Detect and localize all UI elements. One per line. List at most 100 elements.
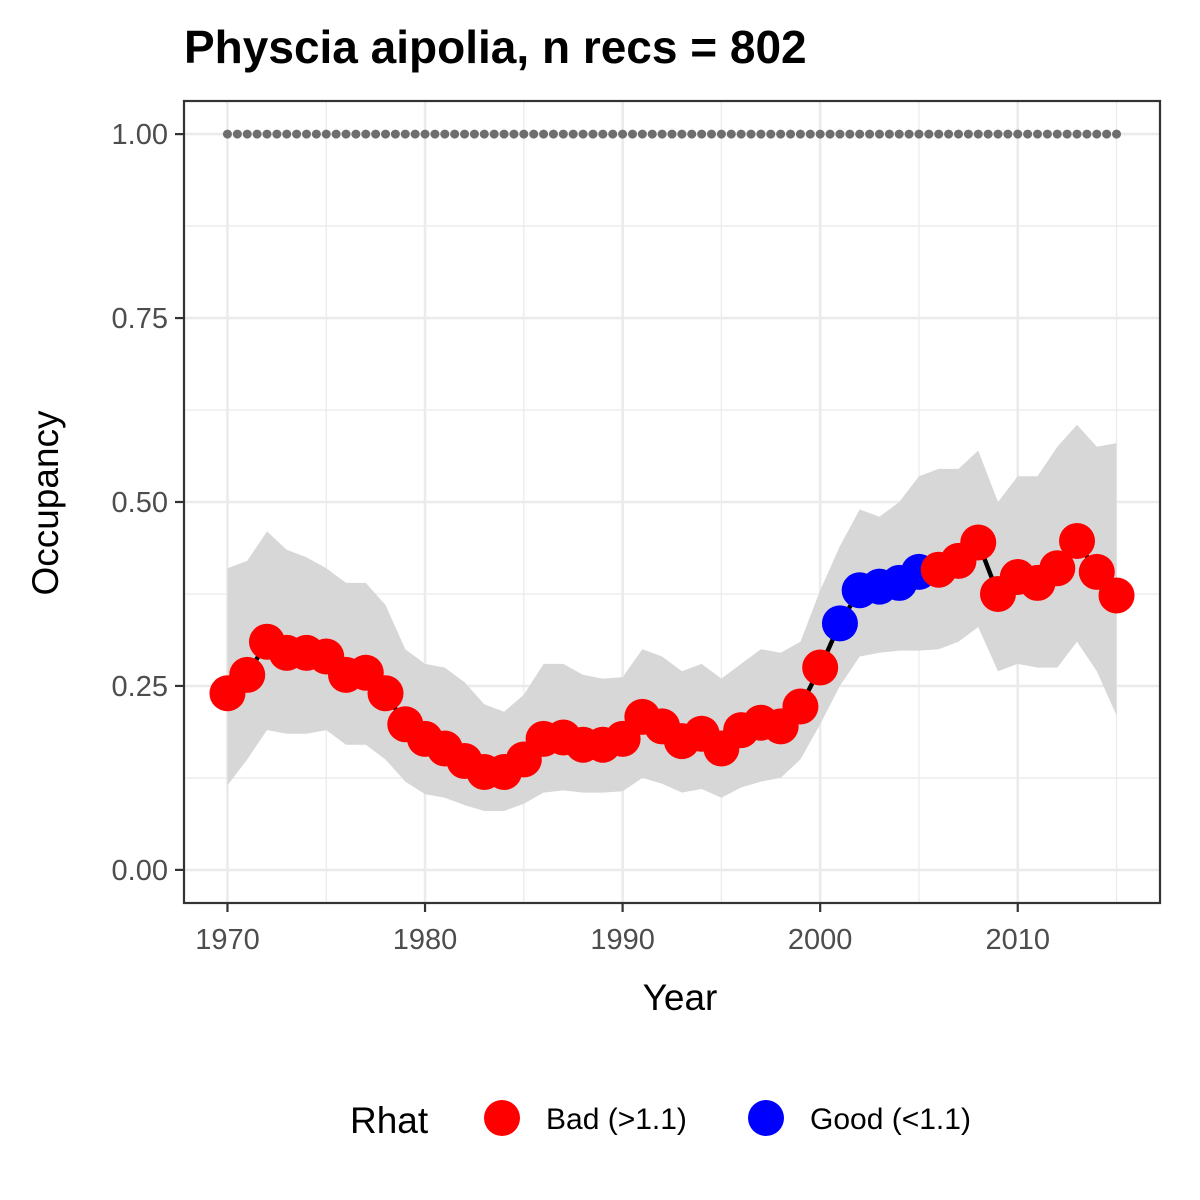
reference-dot — [984, 130, 993, 139]
reference-dot — [944, 130, 953, 139]
x-tick-label: 2000 — [788, 924, 853, 956]
reference-dot — [342, 130, 351, 139]
reference-dot — [500, 130, 509, 139]
reference-dot — [430, 130, 439, 139]
reference-dot — [845, 130, 854, 139]
reference-dot — [598, 130, 607, 139]
reference-dot — [1013, 130, 1022, 139]
y-tick-label: 0.75 — [112, 303, 168, 335]
reference-dot — [243, 130, 252, 139]
reference-dot — [559, 130, 568, 139]
reference-dot — [826, 130, 835, 139]
reference-dot — [707, 130, 716, 139]
reference-dot — [1023, 130, 1032, 139]
legend-key-good — [748, 1100, 784, 1136]
reference-dot — [262, 130, 271, 139]
reference-dot — [974, 130, 983, 139]
legend-label-bad: Bad (>1.1) — [546, 1103, 687, 1136]
reference-dot — [1112, 130, 1121, 139]
reference-dot — [618, 130, 627, 139]
reference-dot — [1003, 130, 1012, 139]
reference-dot — [253, 130, 262, 139]
reference-dot — [806, 130, 815, 139]
data-point — [822, 605, 858, 641]
reference-dot — [1063, 130, 1072, 139]
reference-dot — [519, 130, 528, 139]
reference-dot — [490, 130, 499, 139]
reference-dot — [1102, 130, 1111, 139]
reference-dot — [747, 130, 756, 139]
reference-dot — [993, 130, 1002, 139]
legend-key-bad — [484, 1100, 520, 1136]
reference-dot — [460, 130, 469, 139]
reference-dot — [964, 130, 973, 139]
reference-dot — [302, 130, 311, 139]
data-point — [368, 675, 404, 711]
reference-dot — [401, 130, 410, 139]
y-tick-label: 1.00 — [112, 119, 168, 151]
reference-dot — [1092, 130, 1101, 139]
chart-title: Physcia aipolia, n recs = 802 — [184, 21, 807, 73]
reference-dot — [588, 130, 597, 139]
reference-dot — [776, 130, 785, 139]
reference-dot — [905, 130, 914, 139]
reference-dot — [292, 130, 301, 139]
data-point — [1099, 577, 1135, 613]
reference-dot — [470, 130, 479, 139]
reference-dot — [677, 130, 686, 139]
y-tick-label: 0.50 — [112, 487, 168, 519]
x-tick-label: 1990 — [590, 924, 655, 956]
reference-dot — [282, 130, 291, 139]
reference-dot — [509, 130, 518, 139]
reference-dot — [697, 130, 706, 139]
reference-dot — [529, 130, 538, 139]
data-point — [802, 650, 838, 686]
data-point — [960, 524, 996, 560]
reference-dot — [786, 130, 795, 139]
reference-dot — [233, 130, 242, 139]
reference-dot — [549, 130, 558, 139]
reference-dot — [766, 130, 775, 139]
reference-dot — [1073, 130, 1082, 139]
y-tick-label: 0.00 — [112, 855, 168, 887]
legend-label-good: Good (<1.1) — [810, 1103, 971, 1136]
reference-dot — [1053, 130, 1062, 139]
reference-dot — [1043, 130, 1052, 139]
reference-dot — [272, 130, 281, 139]
reference-dot — [391, 130, 400, 139]
reference-dot — [638, 130, 647, 139]
reference-dot — [934, 130, 943, 139]
reference-dot — [569, 130, 578, 139]
reference-dot — [756, 130, 765, 139]
y-axis-title: Occupancy — [25, 410, 66, 596]
legend-title: Rhat — [350, 1100, 429, 1141]
x-tick-label: 2010 — [985, 924, 1050, 956]
x-axis-title: Year — [643, 977, 718, 1018]
data-point — [782, 689, 818, 725]
reference-dot — [816, 130, 825, 139]
reference-dot — [687, 130, 696, 139]
reference-dot — [895, 130, 904, 139]
reference-dot — [440, 130, 449, 139]
reference-dot — [450, 130, 459, 139]
x-tick-label: 1970 — [195, 924, 260, 956]
reference-dot — [411, 130, 420, 139]
reference-dot — [885, 130, 894, 139]
data-point — [1059, 523, 1095, 559]
reference-dot — [421, 130, 430, 139]
reference-dot — [796, 130, 805, 139]
reference-dot — [855, 130, 864, 139]
reference-dot — [480, 130, 489, 139]
reference-dot — [648, 130, 657, 139]
reference-dot — [371, 130, 380, 139]
reference-dot — [332, 130, 341, 139]
reference-dot — [608, 130, 617, 139]
reference-dot — [835, 130, 844, 139]
reference-dot — [1033, 130, 1042, 139]
reference-dot — [381, 130, 390, 139]
plot-area: 0.00 0.25 0.50 0.75 1.00 1970 1980 1990 2000 2010 — [112, 101, 1160, 956]
reference-dot — [875, 130, 884, 139]
reference-dot — [865, 130, 874, 139]
reference-dot — [954, 130, 963, 139]
